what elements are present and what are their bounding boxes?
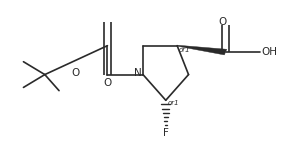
Text: N: N (134, 68, 142, 78)
Text: O: O (103, 78, 112, 88)
Polygon shape (177, 45, 227, 55)
Text: OH: OH (261, 47, 277, 57)
Text: or1: or1 (168, 100, 180, 106)
Text: or1: or1 (178, 47, 190, 53)
Text: F: F (163, 128, 169, 138)
Text: O: O (71, 68, 80, 78)
Text: O: O (219, 17, 227, 27)
